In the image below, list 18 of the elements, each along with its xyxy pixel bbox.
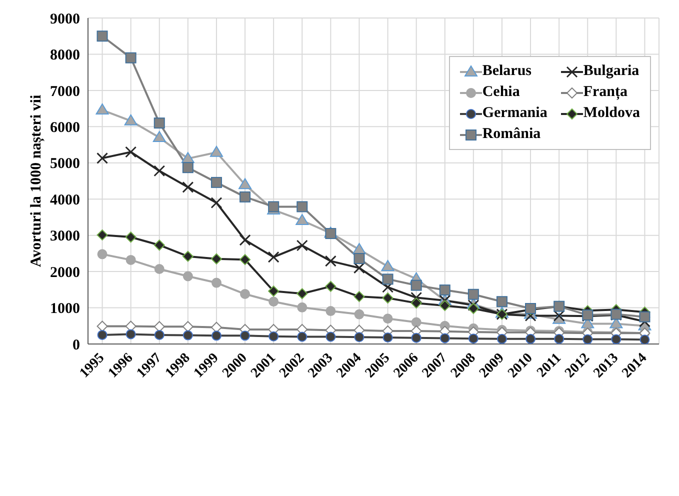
y-tick-label: 7000 bbox=[50, 84, 80, 100]
y-tick-label: 3000 bbox=[50, 228, 80, 245]
y-axis-title: Avorturi la 1000 nașteri vii bbox=[28, 94, 44, 268]
legend-label: Belarus bbox=[482, 63, 532, 80]
y-tick-label: 9000 bbox=[50, 11, 80, 28]
legend-label: Franța bbox=[583, 84, 628, 101]
y-tick-label: 5000 bbox=[50, 156, 80, 172]
y-tick-label: 1000 bbox=[50, 301, 80, 318]
legend-label: Bulgaria bbox=[583, 63, 640, 80]
y-tick-label: 2000 bbox=[50, 264, 80, 281]
legend-label: Moldova bbox=[583, 105, 640, 122]
y-tick-label: 0 bbox=[72, 337, 80, 354]
y-tick-label: 4000 bbox=[50, 192, 80, 208]
y-tick-label: 6000 bbox=[50, 120, 80, 136]
legend-label: România bbox=[482, 126, 541, 143]
y-tick-label: 8000 bbox=[50, 48, 80, 64]
legend-label: Cehia bbox=[482, 84, 520, 101]
legend-label: Germania bbox=[482, 105, 548, 122]
